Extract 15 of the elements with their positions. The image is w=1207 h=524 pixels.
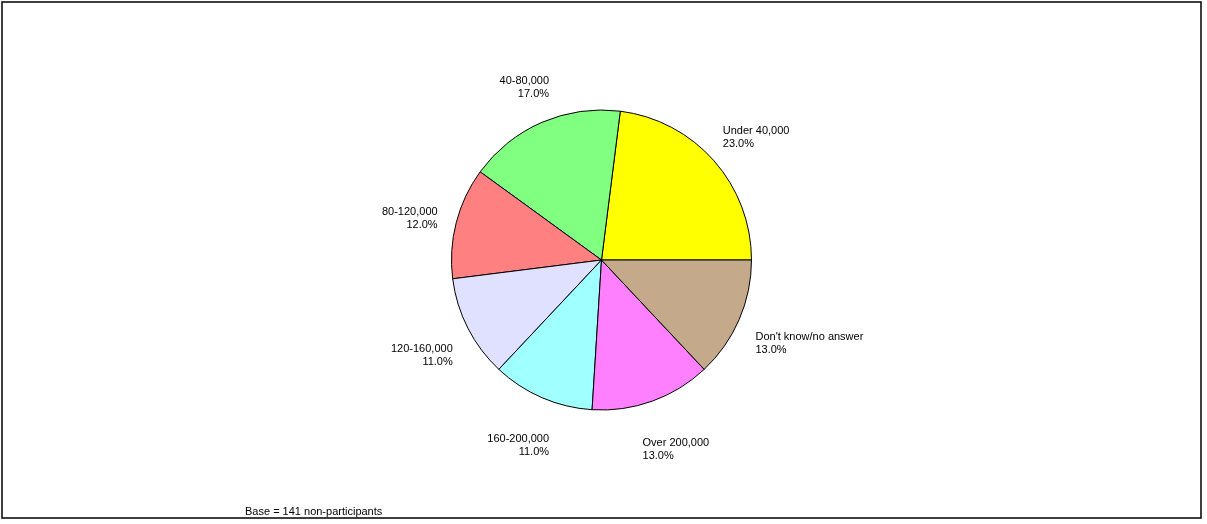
slice-label: Over 200,000	[642, 436, 710, 449]
slice-label: Under 40,000	[722, 124, 790, 137]
slice-label: 40-80,000	[499, 74, 550, 87]
slice-label: 120-160,000	[390, 341, 453, 354]
text: Base = 141 non-participants	[245, 505, 383, 517]
data-label: 11.0%	[422, 354, 453, 367]
data-label: 12.0%	[406, 217, 438, 230]
data-label: 13.0%	[642, 449, 674, 462]
data-label: 13.0%	[755, 343, 787, 356]
data-label: 11.0%	[518, 444, 550, 457]
slice-label: 80-120,000	[381, 204, 438, 217]
slice-label: 160-200,000	[487, 431, 550, 444]
data-label: 23.0%	[722, 137, 755, 150]
data-label: 17.0%	[517, 87, 550, 100]
slice-label: Don't know/no answer	[755, 330, 864, 343]
